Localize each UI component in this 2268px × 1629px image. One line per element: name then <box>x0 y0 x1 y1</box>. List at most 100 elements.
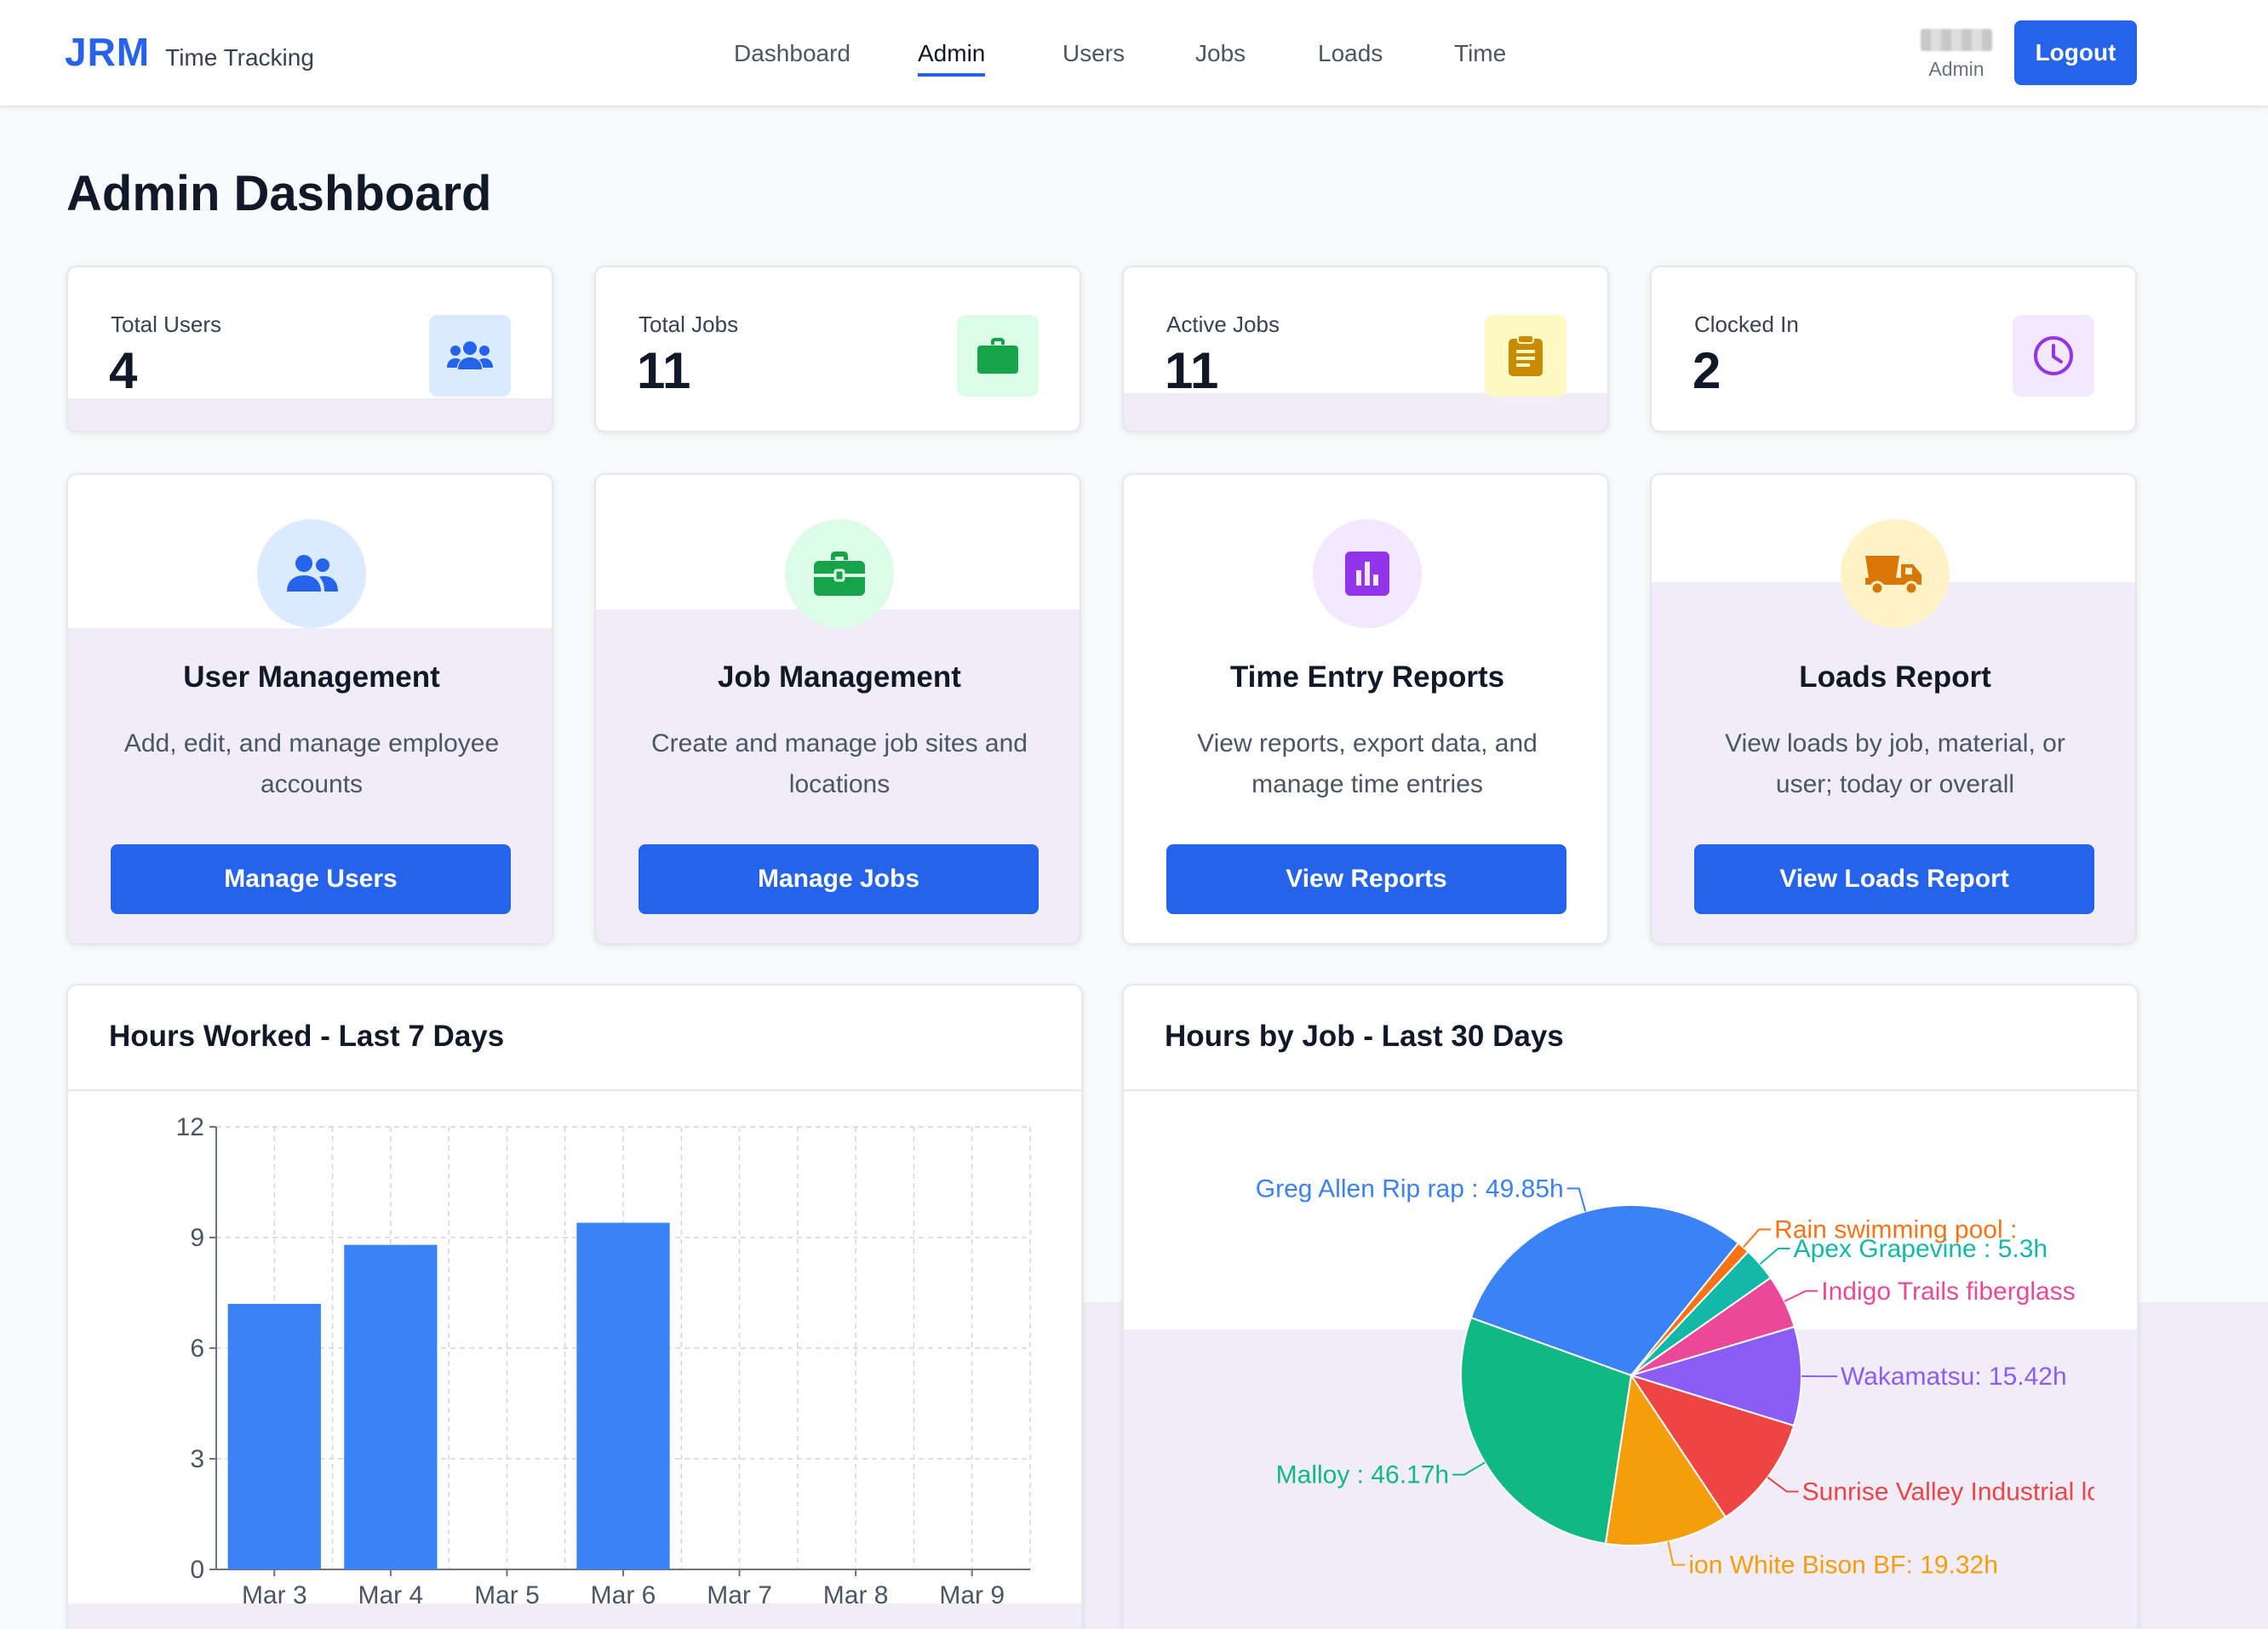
pie-slice[interactable] <box>1629 1374 1796 1518</box>
manage-jobs-button[interactable]: Manage Jobs <box>639 844 1039 914</box>
clock-icon <box>2034 336 2073 375</box>
pie-leader-line <box>1566 1187 1587 1212</box>
page-title: Admin Dashboard <box>66 166 492 221</box>
x-tick-label: Mar 7 <box>707 1581 772 1609</box>
logout-button[interactable]: Logout <box>2014 20 2137 85</box>
pie-leader-line <box>1452 1461 1486 1476</box>
stat-icon-bg <box>2013 315 2094 397</box>
y-tick-label: 6 <box>190 1335 204 1363</box>
pie-label: Indigo Trails fiberglass <box>1821 1277 2075 1306</box>
nav-link-dashboard[interactable]: Dashboard <box>734 40 850 66</box>
pie-label: Apex Grapevine : 5.3h <box>1794 1235 2048 1263</box>
feature-icon-bg <box>1841 519 1950 628</box>
pie-label: Malloy : 46.17h <box>1276 1461 1449 1489</box>
pie-leader-line <box>1759 1248 1790 1266</box>
y-tick-label: 9 <box>190 1224 204 1252</box>
pie-leader-line <box>1742 1228 1772 1249</box>
pie-label: ion White Bison BF: 19.32h <box>1688 1552 1998 1580</box>
stat-label: Total Jobs <box>639 312 739 337</box>
feature-description: Create and manage job sites and location… <box>651 729 1028 798</box>
feature-description: View reports, export data, and manage ti… <box>1197 729 1538 798</box>
stat-value: 2 <box>1692 342 1721 399</box>
stat-value: 4 <box>109 342 138 399</box>
stat-icon-bg <box>429 315 511 397</box>
stat-label: Total Users <box>111 312 222 337</box>
pie-chart: Greg Allen Rip rap : 49.85h Rain swimming… <box>1256 1175 2137 1580</box>
stat-card-active-jobs: Active Jobs 11 <box>1122 266 1609 432</box>
clipboard-icon <box>1509 335 1543 376</box>
pie-leader-line <box>1784 1289 1818 1302</box>
feature-icon-bg <box>1313 519 1422 628</box>
chart-header: Hours Worked - Last 7 Days <box>68 986 1081 1091</box>
nav-link-time[interactable]: Time <box>1454 40 1507 66</box>
bar[interactable] <box>227 1304 321 1569</box>
bar-chart: 0 3 6 9 12 Mar 3 Mar 4 Mar 5 Mar 6 Mar 7 Mar 8 Mar … <box>176 1113 1031 1609</box>
briefcase-icon <box>977 338 1018 374</box>
feature-title: Job Management <box>718 660 961 694</box>
bar-chart-icon <box>1345 552 1389 596</box>
users-icon <box>287 555 338 592</box>
user-menu[interactable]: Admin <box>1916 29 1997 81</box>
top-navbar: JRM Time Tracking Dashboard Admin Users … <box>0 0 2268 107</box>
stat-label: Clocked In <box>1694 312 1799 337</box>
stat-card-total-jobs: Total Jobs 11 <box>594 266 1081 432</box>
stat-icon-bg <box>1485 315 1566 397</box>
brand-logo[interactable]: JRM <box>65 30 151 74</box>
brand-subtitle: Time Tracking <box>165 44 314 71</box>
chart-header: Hours by Job - Last 30 Days <box>1124 986 2137 1091</box>
view-loads-report-button[interactable]: View Loads Report <box>1694 844 2094 914</box>
x-tick-label: Mar 3 <box>242 1581 307 1609</box>
pie-slice[interactable] <box>1628 1325 1802 1427</box>
feature-title: User Management <box>183 660 440 694</box>
pie-leader-line <box>1767 1476 1799 1493</box>
manage-users-button[interactable]: Manage Users <box>111 844 511 914</box>
nav-link-jobs[interactable]: Jobs <box>1195 40 1246 66</box>
stat-card-total-users: Total Users 4 <box>66 266 553 432</box>
feature-card-loads-report: Loads Report View loads by job, material… <box>1650 473 2137 945</box>
feature-description: Add, edit, and manage employee accounts <box>123 729 500 798</box>
card-band <box>68 1603 1081 1629</box>
stat-label: Active Jobs <box>1166 312 1280 337</box>
chart-title: Hours by Job - Last 30 Days <box>1165 1020 1564 1053</box>
pie-group: Greg Allen Rip rap : 49.85h Rain swimming… <box>1256 1175 2137 1580</box>
pie-leader-line <box>1667 1541 1686 1566</box>
user-role: Admin <box>1928 58 1984 80</box>
y-tick-label: 12 <box>176 1113 204 1141</box>
view-reports-button[interactable]: View Reports <box>1166 844 1566 914</box>
feature-icon-bg <box>257 519 366 628</box>
feature-title: Time Entry Reports <box>1229 660 1505 694</box>
x-tick-label: Mar 9 <box>939 1581 1005 1609</box>
stat-card-clocked-in: Clocked In 2 <box>1650 266 2137 432</box>
toolbox-icon <box>814 552 865 596</box>
bar[interactable] <box>576 1222 670 1569</box>
users-icon <box>447 341 493 369</box>
brand[interactable]: JRM Time Tracking <box>65 29 314 75</box>
hours-by-job-card: Hours by Job - Last 30 Days Greg Allen R… <box>1122 984 2139 1629</box>
x-tick-label: Mar 6 <box>591 1581 656 1609</box>
x-tick-label: Mar 4 <box>358 1581 424 1609</box>
pie-label: Sunrise Valley Industrial lot 17: 17.87h <box>1802 1478 2137 1506</box>
feature-card-time-entry-reports: Time Entry Reports View reports, export … <box>1122 473 1609 945</box>
pie-slice[interactable] <box>1604 1373 1727 1546</box>
feature-card-user-management: User Management Add, edit, and manage em… <box>66 473 553 945</box>
chart-title: Hours Worked - Last 7 Days <box>109 1020 505 1053</box>
nav-link-admin[interactable]: Admin <box>918 34 986 77</box>
x-tick-label: Mar 5 <box>474 1581 540 1609</box>
pie-label: Greg Allen Rip rap : 49.85h <box>1256 1175 1564 1203</box>
card-band <box>1124 393 1607 431</box>
y-tick-label: 3 <box>190 1445 204 1473</box>
stat-value: 11 <box>637 342 691 399</box>
pie-label: Wakamatsu: 15.42h <box>1841 1363 2067 1391</box>
bar[interactable] <box>344 1244 438 1569</box>
pie-slice[interactable] <box>1469 1204 1740 1377</box>
nav-link-users[interactable]: Users <box>1062 40 1125 66</box>
feature-title: Loads Report <box>1799 660 1991 694</box>
feature-description: View loads by job, material, or user; to… <box>1725 729 2065 798</box>
stat-value: 11 <box>1165 342 1219 399</box>
pie-label: Rain swimming pool : <box>1774 1215 2017 1243</box>
nav-link-loads[interactable]: Loads <box>1318 40 1383 66</box>
dump-truck-icon <box>1865 556 1922 595</box>
feature-icon-bg <box>785 519 894 628</box>
hours-worked-card: Hours Worked - Last 7 Days 0 3 6 9 12 Mar 3 Ma… <box>66 984 1083 1629</box>
x-tick-label: Mar 8 <box>823 1581 889 1609</box>
